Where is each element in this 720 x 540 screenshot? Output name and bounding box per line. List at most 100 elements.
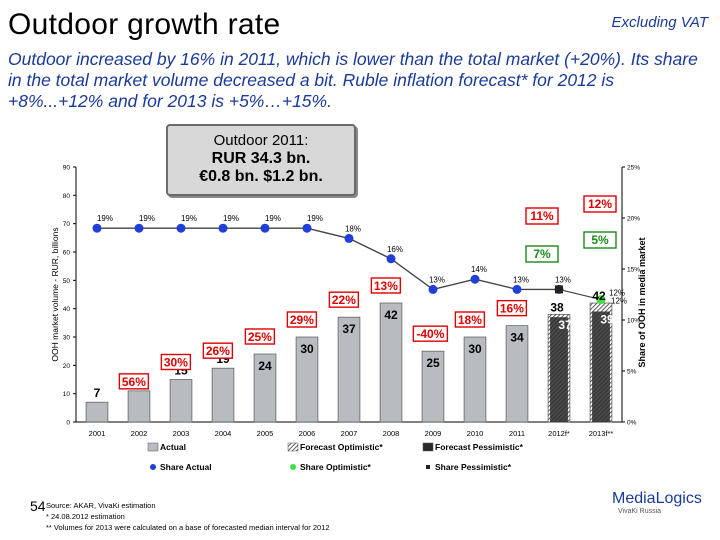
- footnote-2: ** Volumes for 2013 were calculated on a…: [46, 523, 330, 532]
- share-label: 19%: [139, 214, 155, 223]
- growth-box: [454, 311, 486, 328]
- bar-actual: [85, 401, 109, 423]
- bar-value-label: 30: [468, 342, 482, 356]
- legend-label: Share Optimistic*: [300, 462, 372, 472]
- bar-actual: [505, 325, 529, 423]
- y-tick-label: 90: [63, 165, 71, 172]
- bar-actual: [169, 379, 193, 423]
- forecast-growth-label: 12%: [588, 197, 612, 211]
- share-pessimistic-label: 12%: [611, 297, 627, 306]
- growth-label: 18%: [458, 313, 482, 327]
- x-tick-label: 2004: [215, 429, 232, 438]
- y2-tick-label: 10%: [627, 318, 640, 325]
- legend-swatch: [426, 465, 430, 469]
- x-tick-label: 2005: [257, 429, 274, 438]
- growth-box: [286, 311, 318, 328]
- legend-label: Share Actual: [160, 462, 212, 472]
- bar-value-label: 42: [384, 308, 398, 322]
- x-tick-label: 2008: [383, 429, 400, 438]
- growth-box: [244, 328, 276, 345]
- logo-text: MediaLogics: [612, 490, 702, 507]
- share-point: [218, 223, 228, 233]
- y-tick-label: 60: [63, 250, 71, 257]
- x-tick-label: 2006: [299, 429, 316, 438]
- share-pessimistic-point: [555, 285, 563, 294]
- bar-value-label: 25: [426, 356, 440, 370]
- forecast-growth-box: [525, 245, 559, 263]
- x-tick-label: 2001: [89, 429, 106, 438]
- bar-value-label: 30: [300, 342, 314, 356]
- share-point: [134, 223, 144, 233]
- bar-actual: [463, 336, 487, 423]
- bar-forecast-pessimistic: [592, 311, 610, 422]
- legend-swatch: [147, 442, 159, 452]
- y2-tick-label: 15%: [627, 267, 640, 274]
- y-tick-label: 80: [63, 193, 71, 200]
- y2-tick-label: 25%: [627, 165, 640, 172]
- growth-box: [118, 373, 150, 390]
- share-label: 19%: [181, 214, 197, 223]
- growth-label: -40%: [416, 327, 444, 341]
- share-point: [302, 223, 312, 233]
- y-tick-label: 20: [63, 363, 71, 370]
- share-point: [512, 284, 522, 294]
- bar-pessimistic-label: 37: [558, 318, 572, 332]
- callout-line3: €0.8 bn. $1.2 bn.: [199, 168, 323, 185]
- share-label: 13%: [555, 275, 571, 284]
- share-label: 19%: [307, 214, 323, 223]
- x-tick-label: 2003: [173, 429, 190, 438]
- bar-actual: [211, 367, 235, 423]
- share-label: 19%: [97, 214, 113, 223]
- forecast-growth-label: 11%: [530, 209, 554, 223]
- share-point: [344, 233, 354, 243]
- legend-swatch: [422, 442, 434, 452]
- source-notes: Source: AKAR, VivaKi estimation * 24.08.…: [46, 500, 330, 533]
- bar-actual: [127, 390, 151, 423]
- growth-label: 29%: [290, 313, 314, 327]
- y2-tick-label: 5%: [627, 369, 637, 376]
- bar-value-label: 24: [258, 359, 272, 373]
- growth-box: [412, 325, 449, 342]
- growth-box: [370, 277, 402, 294]
- share-forecast-line: [558, 288, 602, 301]
- growth-label: 16%: [500, 302, 524, 316]
- growth-box: [202, 342, 234, 359]
- x-tick-label: 2007: [341, 429, 358, 438]
- bar-value-label: 7: [94, 386, 101, 400]
- share-line: [97, 227, 559, 291]
- y2-axis-title: Share of OOH in media market: [637, 237, 647, 367]
- share-point: [428, 284, 438, 294]
- legend-swatch: [290, 464, 296, 470]
- bar-value-label: 37: [342, 322, 356, 336]
- bar-actual: [379, 302, 403, 423]
- y-tick-label: 70: [63, 221, 71, 228]
- y-axis-title: OOH market volume - RUR, billions: [50, 227, 60, 361]
- share-label: 16%: [387, 245, 403, 254]
- legend-label: Forecast Pessimistic*: [435, 442, 524, 452]
- x-tick-label: 2010: [467, 429, 484, 438]
- share-label: 19%: [265, 214, 281, 223]
- growth-box: [496, 299, 528, 317]
- vat-note: Excluding VAT: [611, 14, 708, 31]
- bar-pessimistic-label: 39: [600, 313, 614, 327]
- legend-swatch: [287, 442, 299, 452]
- y2-tick-label: 0%: [627, 420, 637, 427]
- growth-label: 30%: [164, 356, 188, 370]
- growth-box: [328, 291, 360, 308]
- share-label: 19%: [223, 214, 239, 223]
- page-number: 54: [30, 498, 46, 514]
- bar-optimistic-label: 42: [592, 289, 606, 303]
- x-tick-label: 2009: [425, 429, 442, 438]
- bar-actual: [421, 350, 445, 423]
- x-tick-label: 2011: [509, 429, 525, 438]
- y2-tick-label: 20%: [627, 216, 640, 223]
- share-label: 13%: [513, 275, 529, 284]
- bar-actual: [253, 353, 277, 423]
- forecast-growth-box: [525, 207, 559, 225]
- bar-forecast-pessimistic: [550, 317, 568, 422]
- x-tick-label: 2002: [131, 429, 148, 438]
- footnote-1: * 24.08.2012 estimation: [46, 512, 125, 521]
- callout-box: Outdoor 2011: RUR 34.3 bn. €0.8 bn. $1.2…: [166, 124, 356, 196]
- forecast-growth-label: 7%: [533, 247, 551, 261]
